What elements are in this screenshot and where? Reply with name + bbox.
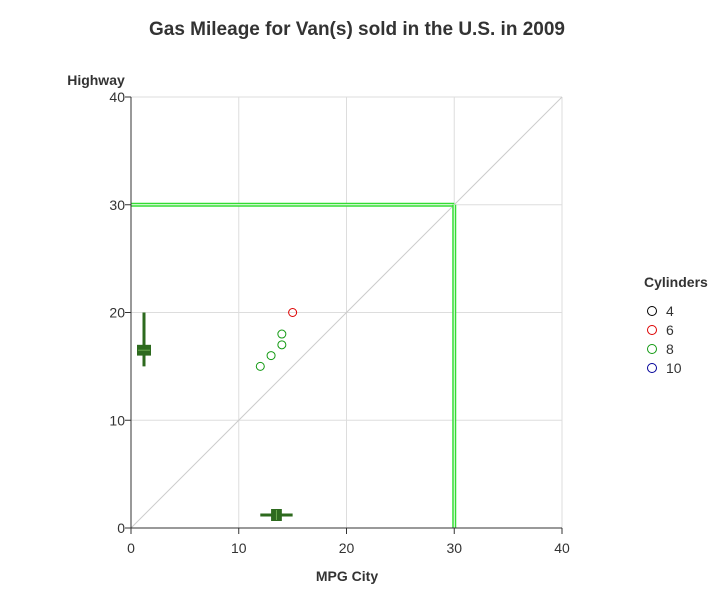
data-points: [255, 308, 298, 371]
legend-marker: [647, 325, 657, 335]
highlight-lines: [131, 202, 457, 528]
legend-label: 4: [666, 303, 674, 319]
legend-label: 10: [666, 360, 682, 376]
x-tick-label: 20: [339, 540, 355, 556]
data-point: [266, 351, 276, 361]
data-point: [288, 308, 298, 317]
y-tick-label: 10: [109, 412, 125, 428]
y-tick-label: 30: [109, 197, 125, 213]
y-tick-label: 40: [109, 89, 125, 105]
x-tick-label: 40: [554, 540, 570, 556]
legend-marker: [647, 344, 657, 354]
x-axis-title: MPG City: [316, 568, 378, 584]
legend: Cylinders 4 6 8 10: [644, 274, 708, 376]
y-axis-title: Highway: [67, 72, 125, 88]
marginal-boxplots: [137, 312, 293, 521]
x-axis-ticks: 0 10 20 30 40: [127, 528, 570, 556]
legend-label: 6: [666, 322, 674, 338]
x-tick-label: 10: [231, 540, 247, 556]
data-point: [277, 329, 287, 339]
x-tick-label: 30: [446, 540, 462, 556]
y-tick-label: 0: [117, 520, 125, 536]
data-point: [277, 340, 287, 350]
reference-line: [130, 96, 563, 529]
x-tick-label: 0: [127, 540, 135, 556]
chart-title: Gas Mileage for Van(s) sold in the U.S. …: [149, 19, 565, 40]
legend-label: 8: [666, 341, 674, 357]
legend-title: Cylinders: [644, 274, 708, 290]
y-tick-label: 20: [109, 305, 125, 321]
data-point: [255, 361, 265, 371]
legend-marker: [647, 363, 657, 373]
y-axis-ticks: 0 10 20 30 40: [109, 89, 131, 536]
legend-marker: [647, 306, 657, 316]
